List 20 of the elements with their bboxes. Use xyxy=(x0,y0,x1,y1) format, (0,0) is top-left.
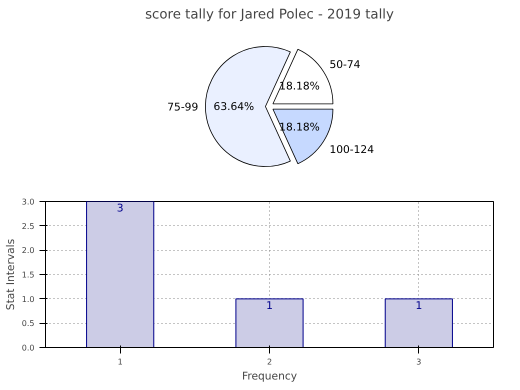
data-label: 3 xyxy=(116,202,124,214)
chart-title: score tally for Jared Polec - 2019 tally xyxy=(145,8,394,22)
x-tick-label: 3 xyxy=(416,358,422,366)
y-tick-label: 1.5 xyxy=(22,270,35,280)
slice-label: 75-99 xyxy=(167,100,198,114)
y-tick-label: 2.5 xyxy=(22,222,35,231)
y-axis-title: Stat Intervals xyxy=(4,238,17,310)
y-tick-label: 0.5 xyxy=(22,319,35,328)
data-label: 1 xyxy=(415,298,422,312)
data-label: 1 xyxy=(266,298,273,312)
data-label: 63.64% xyxy=(214,100,254,113)
y-tick-label: 1.0 xyxy=(22,294,35,304)
x-tick-label: 2 xyxy=(266,358,272,366)
x-tick-label: 1 xyxy=(118,358,123,366)
y-tick-label: 3.0 xyxy=(22,198,35,206)
y-tick-label: 0.0 xyxy=(22,344,35,352)
y-tick-label: 2.0 xyxy=(22,246,35,256)
slice-label: 50-74 xyxy=(329,58,361,71)
slice-label: 100-124 xyxy=(329,143,374,156)
x-axis-title: Frequency xyxy=(242,370,298,382)
